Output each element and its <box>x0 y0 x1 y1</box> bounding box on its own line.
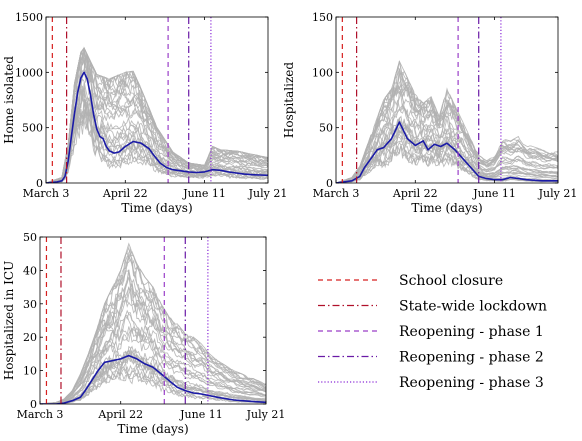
sample-trajectories <box>40 242 266 404</box>
x-axis-label: Time (days) <box>411 201 482 215</box>
x-tick-label: June 11 <box>179 408 223 421</box>
legend-item-3: Reopening - phase 1 <box>318 324 544 340</box>
mean-line <box>40 354 266 404</box>
legend-item-2: State-wide lockdown <box>318 299 547 315</box>
sample-line <box>40 326 266 404</box>
legend-item-1: School closure <box>318 273 503 289</box>
sample-line <box>40 270 266 404</box>
sample-line <box>336 90 558 183</box>
y-tick-label: 0 <box>326 177 333 190</box>
sample-line <box>46 47 268 183</box>
sample-trajectories <box>336 59 558 183</box>
legend-label: Reopening - phase 2 <box>399 350 544 366</box>
y-axis-label: Hospitalized <box>282 62 296 138</box>
sample-line <box>46 98 268 183</box>
x-tick-label: July 21 <box>246 408 286 421</box>
x-tick-label: July 21 <box>248 187 288 200</box>
y-tick-label: 50 <box>319 122 333 135</box>
legend-label: Reopening - phase 3 <box>399 375 544 391</box>
sample-line <box>46 78 268 183</box>
sample-trajectories <box>46 46 268 183</box>
x-tick-label: March 3 <box>23 187 70 200</box>
x-tick-label: April 22 <box>97 408 143 421</box>
x-tick-label: March 3 <box>17 408 64 421</box>
plot-area <box>40 242 266 404</box>
sample-line <box>40 309 266 404</box>
sample-line <box>46 111 268 183</box>
sample-line <box>336 130 558 183</box>
x-tick-label: June 11 <box>472 187 516 200</box>
x-axis-label: Time (days) <box>121 201 192 215</box>
sample-line <box>336 91 558 183</box>
legend-item-5: Reopening - phase 3 <box>318 375 544 391</box>
legend-item-4: Reopening - phase 2 <box>318 350 544 366</box>
plot-area <box>46 46 268 183</box>
y-tick-label: 10 <box>23 365 37 378</box>
sample-line <box>336 126 558 183</box>
y-axis-label: Hospitalized in ICU <box>2 261 16 380</box>
sample-line <box>46 49 268 183</box>
sample-line <box>40 345 266 404</box>
x-tick-label: July 21 <box>538 187 578 200</box>
y-tick-label: 1500 <box>15 11 43 24</box>
sample-line <box>336 79 558 183</box>
sample-line <box>46 53 268 183</box>
y-tick-label: 20 <box>23 331 37 344</box>
x-tick-label: June 11 <box>182 187 226 200</box>
legend-label: State-wide lockdown <box>399 299 547 315</box>
sample-line <box>336 145 558 183</box>
y-axis-label: Home isolated <box>2 56 16 144</box>
axes-frame <box>39 236 267 405</box>
sample-line <box>40 250 266 404</box>
sample-line <box>40 269 266 404</box>
y-tick-label: 0 <box>36 177 43 190</box>
sample-line <box>336 65 558 183</box>
sample-line <box>46 53 268 183</box>
axes-frame <box>45 16 269 184</box>
y-tick-label: 100 <box>312 66 333 79</box>
mean-line <box>336 121 558 183</box>
panel-2: 0 50 100 150 March 3 April 22 June 11 July 21 Ti… <box>282 11 577 215</box>
sample-line <box>40 332 266 404</box>
y-tick-label: 0 <box>30 398 37 411</box>
y-tick-label: 30 <box>23 298 37 311</box>
y-tick-label: 50 <box>23 231 37 244</box>
y-tick-label: 1000 <box>15 66 43 79</box>
sample-line <box>40 371 266 404</box>
sample-line <box>40 245 266 404</box>
axes-frame <box>335 16 559 184</box>
sample-line <box>336 61 558 183</box>
plot-area <box>336 59 558 183</box>
sample-line <box>46 85 268 183</box>
legend: School closure State-wide lockdown Reopeni… <box>318 273 547 391</box>
x-tick-label: April 22 <box>102 187 148 200</box>
x-tick-label: April 22 <box>392 187 438 200</box>
panel-3: 0 10 20 30 40 50 March 3 April 22 June 11 July 21… <box>2 231 285 436</box>
x-tick-label: March 3 <box>313 187 360 200</box>
y-tick-label: 150 <box>312 11 333 24</box>
sample-line <box>336 119 558 183</box>
y-tick-label: 40 <box>23 264 37 277</box>
mean-line <box>46 71 268 183</box>
legend-label: Reopening - phase 1 <box>399 324 544 340</box>
sample-line <box>336 118 558 183</box>
x-axis-label: Time (days) <box>117 422 188 436</box>
panel-1: 0 500 1000 1500 March 3 April 22 June 11 July 2… <box>2 11 287 215</box>
legend-label: School closure <box>399 273 503 289</box>
y-tick-label: 500 <box>22 122 43 135</box>
sample-line <box>40 277 266 404</box>
